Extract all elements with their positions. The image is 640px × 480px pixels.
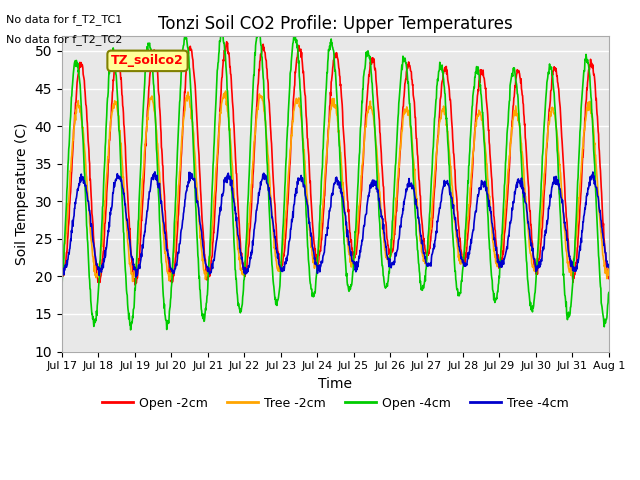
Text: TZ_soilco2: TZ_soilco2 [111,54,184,67]
Title: Tonzi Soil CO2 Profile: Upper Temperatures: Tonzi Soil CO2 Profile: Upper Temperatur… [158,15,513,33]
Legend: Open -2cm, Tree -2cm, Open -4cm, Tree -4cm: Open -2cm, Tree -2cm, Open -4cm, Tree -4… [97,392,574,415]
X-axis label: Time: Time [318,377,353,391]
Text: No data for f_T2_TC1: No data for f_T2_TC1 [6,14,123,25]
Text: No data for f_T2_TC2: No data for f_T2_TC2 [6,34,123,45]
Y-axis label: Soil Temperature (C): Soil Temperature (C) [15,122,29,265]
